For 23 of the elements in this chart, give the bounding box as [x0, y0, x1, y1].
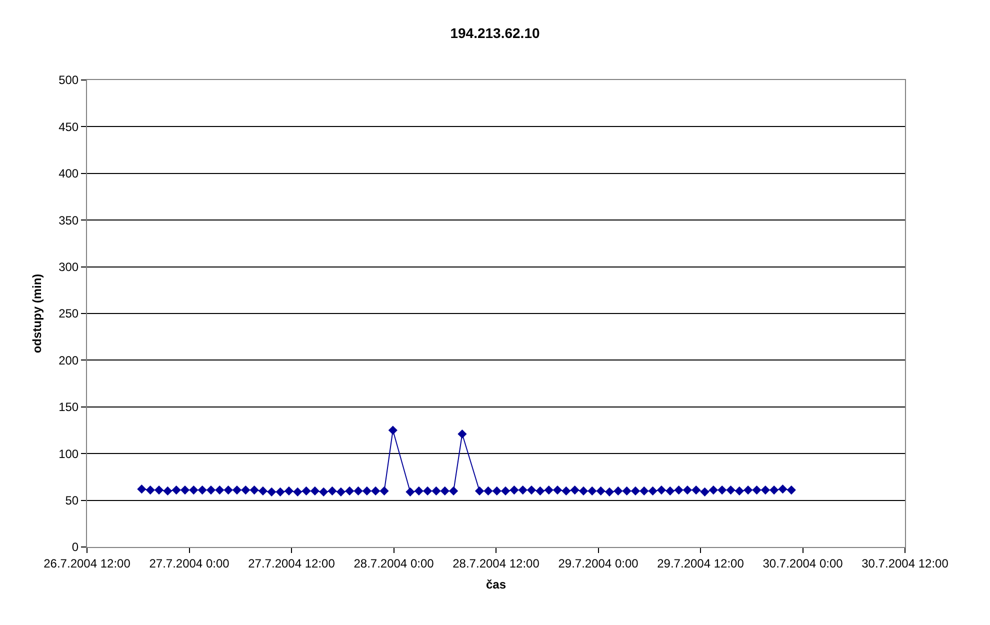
- y-tick-label: 500: [58, 73, 79, 88]
- x-tick-label: 26.7.2004 12:00: [44, 556, 131, 570]
- y-tick-label: 250: [58, 306, 79, 321]
- y-tick-label: 0: [72, 540, 79, 554]
- x-tick-label: 29.7.2004 0:00: [558, 556, 639, 570]
- y-tick-label: 50: [65, 494, 79, 508]
- x-tick-label: 28.7.2004 0:00: [354, 556, 434, 570]
- y-tick-label: 300: [58, 260, 79, 274]
- y-tick-label: 100: [58, 446, 79, 461]
- y-tick-label: 200: [58, 353, 79, 368]
- x-tick-label: 30.7.2004 0:00: [762, 556, 844, 570]
- y-tick-label: 150: [58, 400, 79, 414]
- x-tick-label: 28.7.2004 12:00: [452, 556, 540, 570]
- x-tick-label: 27.7.2004 12:00: [248, 556, 336, 570]
- y-tick-label: 350: [58, 213, 79, 228]
- y-axis-title: odstupy (min): [30, 274, 44, 354]
- x-axis-title: čas: [486, 577, 506, 592]
- y-tick-label: 450: [58, 120, 79, 134]
- x-tick-label: 29.7.2004 12:00: [657, 556, 744, 570]
- chart-title: 194.213.62.10: [450, 24, 540, 41]
- x-tick-label: 30.7.2004 12:00: [862, 556, 949, 570]
- y-tick-label: 400: [58, 166, 79, 181]
- x-tick-label: 27.7.2004 0:00: [149, 556, 230, 570]
